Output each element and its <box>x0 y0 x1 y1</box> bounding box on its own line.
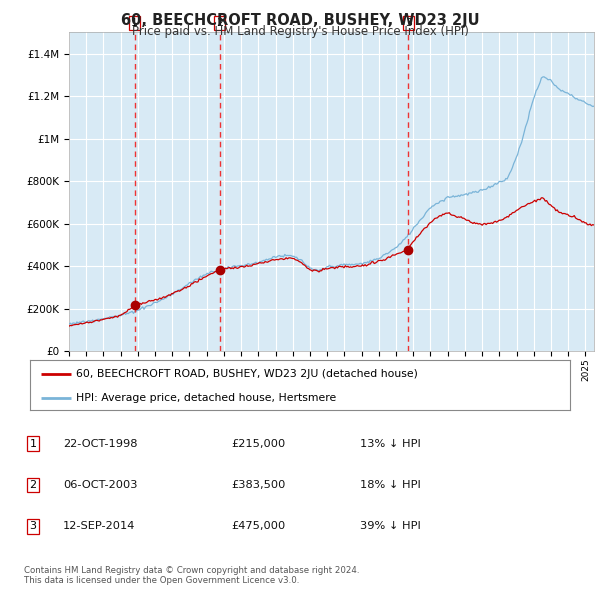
Text: £383,500: £383,500 <box>231 480 286 490</box>
Text: 13% ↓ HPI: 13% ↓ HPI <box>360 439 421 448</box>
Text: 39% ↓ HPI: 39% ↓ HPI <box>360 522 421 531</box>
Text: 22-OCT-1998: 22-OCT-1998 <box>63 439 137 448</box>
Text: 06-OCT-2003: 06-OCT-2003 <box>63 480 137 490</box>
Text: 60, BEECHCROFT ROAD, BUSHEY, WD23 2JU: 60, BEECHCROFT ROAD, BUSHEY, WD23 2JU <box>121 13 479 28</box>
Text: 3: 3 <box>29 522 37 531</box>
Text: HPI: Average price, detached house, Hertsmere: HPI: Average price, detached house, Hert… <box>76 392 336 402</box>
Text: 2: 2 <box>216 18 223 28</box>
Text: £215,000: £215,000 <box>231 439 285 448</box>
Text: 2: 2 <box>29 480 37 490</box>
Text: £475,000: £475,000 <box>231 522 285 531</box>
Text: 1: 1 <box>131 18 138 28</box>
Text: Price paid vs. HM Land Registry's House Price Index (HPI): Price paid vs. HM Land Registry's House … <box>131 25 469 38</box>
Text: 18% ↓ HPI: 18% ↓ HPI <box>360 480 421 490</box>
Text: 3: 3 <box>405 18 412 28</box>
Text: 60, BEECHCROFT ROAD, BUSHEY, WD23 2JU (detached house): 60, BEECHCROFT ROAD, BUSHEY, WD23 2JU (d… <box>76 369 418 379</box>
Text: 1: 1 <box>29 439 37 448</box>
Text: 12-SEP-2014: 12-SEP-2014 <box>63 522 136 531</box>
Text: Contains HM Land Registry data © Crown copyright and database right 2024.
This d: Contains HM Land Registry data © Crown c… <box>24 566 359 585</box>
